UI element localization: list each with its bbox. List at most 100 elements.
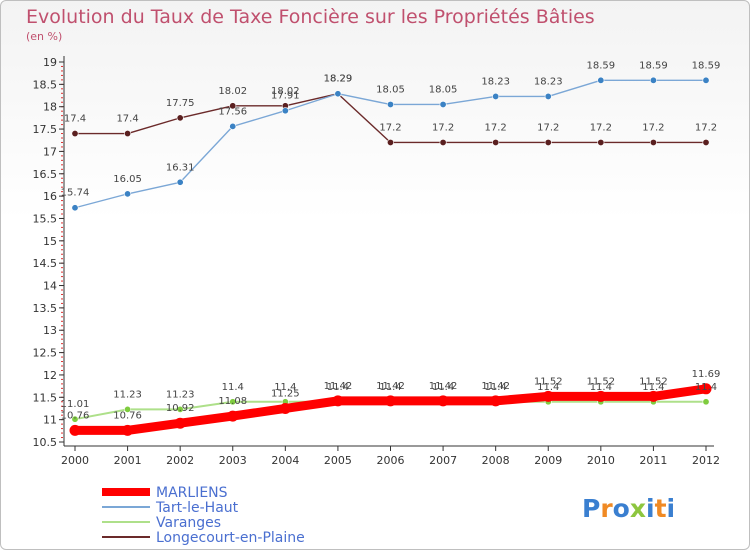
data-label-marliens: 11.69: [692, 369, 721, 380]
axes: 10.5 11 11.5 12 12.5 13 13.5 14 14.5 15 15.5 16 16.5…: [33, 56, 720, 467]
data-point-marliens: [700, 383, 712, 395]
logo-letter: i: [667, 494, 676, 523]
data-point-marliens: [542, 390, 554, 402]
data-label-marliens: 11.52: [534, 376, 563, 387]
data-point-longecourt-en-plaine: [176, 114, 184, 122]
y-tick-label: 16: [43, 190, 57, 203]
y-tick-label: 17: [43, 145, 57, 158]
data-point-tart-le-haut: [229, 122, 237, 130]
data-label-varanges: 11.4: [485, 382, 507, 393]
data-label-tart-le-haut: 18.05: [376, 84, 405, 95]
data-point-longecourt-en-plaine: [71, 130, 79, 138]
data-point-longecourt-en-plaine: [597, 138, 605, 146]
series-tart-le-haut: [71, 76, 710, 212]
x-tick-label: 2002: [166, 454, 194, 467]
data-label-varanges: 11.4: [222, 382, 244, 393]
data-label-longecourt-en-plaine: 17.2: [695, 122, 717, 133]
data-label-tart-le-haut: 16.31: [166, 162, 195, 173]
y-tick-label: 13: [43, 324, 57, 337]
data-label-longecourt-en-plaine: 17.2: [537, 122, 559, 133]
data-label-marliens: 11.08: [218, 396, 247, 407]
y-tick-label: 13.5: [33, 302, 58, 315]
data-label-longecourt-en-plaine: 17.75: [166, 98, 195, 109]
data-label-marliens: 11.42: [324, 381, 353, 392]
series-longecourt-en-plaine: [71, 90, 710, 146]
x-tick-label: 2012: [692, 454, 720, 467]
data-point-longecourt-en-plaine: [702, 138, 710, 146]
legend-label-varanges: Varanges: [156, 515, 221, 531]
data-point-tart-le-haut: [281, 107, 289, 115]
data-point-varanges: [71, 415, 79, 423]
data-label-varanges: 11.4: [642, 382, 664, 393]
data-label-varanges: 11.23: [113, 389, 142, 400]
x-tick-label: 2009: [534, 454, 562, 467]
y-tick-label: 16.5: [33, 168, 58, 181]
y-tick-label: 11.5: [33, 391, 58, 404]
proxiti-logo: Proxiti: [582, 494, 675, 523]
data-point-longecourt-en-plaine: [229, 102, 237, 110]
data-label-marliens: 10.92: [166, 403, 195, 414]
data-point-tart-le-haut: [544, 92, 552, 100]
series-marliens: [69, 383, 712, 436]
data-point-tart-le-haut: [176, 178, 184, 186]
data-point-longecourt-en-plaine: [439, 138, 447, 146]
data-point-longecourt-en-plaine: [544, 138, 552, 146]
data-point-tart-le-haut: [492, 92, 500, 100]
data-label-longecourt-en-plaine: 18.29: [324, 74, 353, 85]
data-label-marliens: 11.52: [587, 376, 616, 387]
y-tick-label: 11: [43, 414, 57, 427]
y-tick-label: 15.5: [33, 212, 58, 225]
y-tick-label: 10.5: [33, 436, 58, 449]
data-label-tart-le-haut: 16.05: [113, 174, 142, 185]
y-tick-label: 18: [43, 101, 57, 114]
data-label-marliens: 11.42: [376, 381, 405, 392]
data-label-varanges: 11.4: [379, 382, 401, 393]
data-point-longecourt-en-plaine: [649, 138, 657, 146]
data-label-tart-le-haut: 18.05: [429, 84, 458, 95]
data-label-longecourt-en-plaine: 17.2: [642, 122, 664, 133]
data-label-longecourt-en-plaine: 17.2: [485, 122, 507, 133]
legend-label-longecourt-en-plaine: Longecourt-en-Plaine: [156, 530, 305, 546]
data-point-tart-le-haut: [597, 76, 605, 84]
data-label-longecourt-en-plaine: 18.02: [271, 86, 300, 97]
y-tick-label: 14: [43, 280, 57, 293]
x-tick-label: 2007: [429, 454, 457, 467]
data-label-longecourt-en-plaine: 18.02: [218, 86, 247, 97]
legend: MARLIENSTart-le-HautVarangesLongecourt-e…: [102, 485, 305, 546]
logo-letter: r: [600, 494, 613, 523]
data-label-tart-le-haut: 18.59: [587, 60, 616, 71]
data-label-longecourt-en-plaine: 17.2: [379, 122, 401, 133]
data-point-longecourt-en-plaine: [492, 138, 500, 146]
data-point-varanges: [702, 398, 710, 406]
data-point-marliens: [332, 395, 344, 407]
data-point-marliens: [385, 395, 396, 407]
data-label-varanges: 11.4: [432, 382, 454, 393]
data-label-varanges: 11.01: [61, 399, 90, 410]
data-label-marliens: 10.76: [113, 410, 142, 421]
data-label-marliens: 10.76: [61, 410, 90, 421]
data-label-marliens: 11.42: [481, 381, 510, 392]
data-point-marliens: [279, 402, 291, 414]
data-point-tart-le-haut: [702, 76, 710, 84]
data-label-varanges: 11.4: [327, 382, 349, 393]
y-tick-label: 12.5: [33, 347, 58, 360]
logo-letter: o: [613, 494, 630, 523]
data-labels-layer: 17.4 17.4 17.75 18.02 18.02 18.29 17.2 17.2 17.2…: [61, 60, 721, 421]
data-point-varanges: [176, 405, 184, 413]
data-point-varanges: [124, 405, 132, 413]
data-label-varanges: 11.4: [590, 382, 612, 393]
data-point-tart-le-haut: [124, 190, 132, 198]
data-label-varanges: 11.4: [695, 382, 717, 393]
data-point-tart-le-haut: [649, 76, 657, 84]
x-tick-label: 2003: [219, 454, 247, 467]
data-point-marliens: [595, 390, 607, 402]
data-label-varanges: 11.23: [166, 389, 195, 400]
data-point-varanges: [229, 398, 237, 406]
x-tick-label: 2010: [587, 454, 615, 467]
data-point-marliens: [69, 424, 81, 436]
data-label-longecourt-en-plaine: 17.4: [64, 114, 86, 125]
data-point-tart-le-haut: [439, 100, 447, 108]
data-label-tart-le-haut: 18.59: [692, 60, 721, 71]
data-label-tart-le-haut: 18.29: [324, 74, 353, 85]
data-point-longecourt-en-plaine: [124, 130, 132, 138]
